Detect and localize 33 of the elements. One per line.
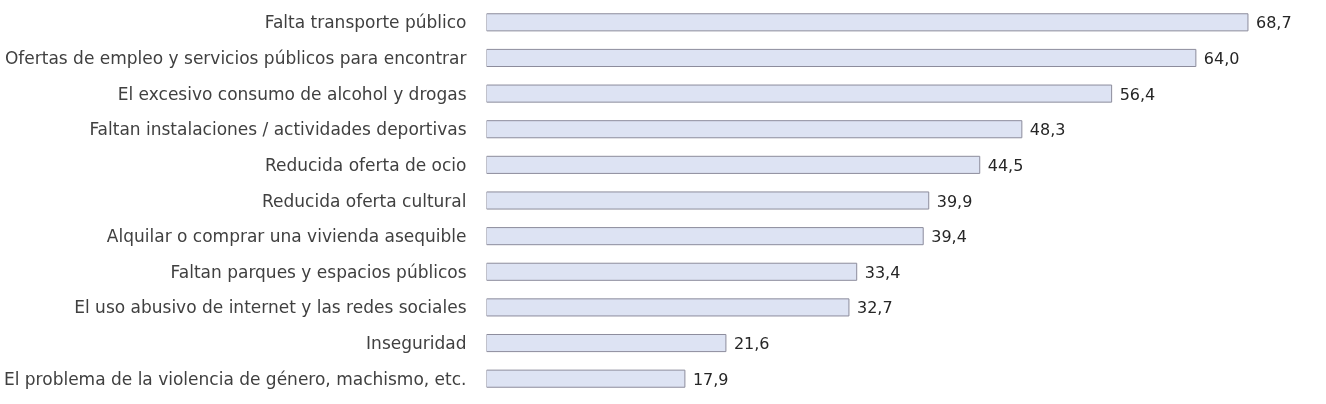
y-tick-label: Ofertas de empleo y servicios públicos para encontrar — [4, 47, 467, 68]
data-label: 39,9 — [936, 191, 973, 211]
bar — [486, 191, 930, 210]
data-label: 21,6 — [733, 334, 770, 354]
data-label: 48,3 — [1029, 120, 1066, 140]
data-label: 44,5 — [987, 155, 1024, 175]
y-tick-label: Faltan parques y espacios públicos — [170, 261, 467, 282]
y-tick-label: Reducida oferta cultural — [262, 190, 467, 211]
data-label: 56,4 — [1119, 84, 1156, 104]
y-tick-label: Falta transporte público — [264, 12, 467, 33]
y-tick-label: El excesivo consumo de alcohol y drogas — [117, 83, 467, 104]
bar — [486, 369, 686, 388]
bar — [486, 13, 1249, 32]
y-tick-label: Faltan instalaciones / actividades deportivas — [89, 119, 467, 140]
y-tick-label: Reducida oferta de ocio — [264, 154, 467, 175]
bar — [486, 227, 924, 246]
data-label: 64,0 — [1203, 48, 1240, 68]
y-tick-label: El problema de la violencia de género, machismo, etc. — [3, 368, 467, 389]
data-label: 68,7 — [1255, 13, 1292, 33]
data-label: 39,4 — [931, 227, 967, 247]
bar — [486, 48, 1197, 68]
bar — [486, 155, 981, 174]
bar — [486, 262, 858, 281]
y-tick-label: Inseguridad — [366, 333, 467, 354]
bar — [486, 120, 1023, 139]
data-label: 17,9 — [692, 369, 729, 389]
y-tick-label: Alquilar o comprar una vivienda asequible — [106, 226, 467, 247]
y-tick-label: El uso abusivo de internet y las redes sociales — [74, 297, 467, 318]
data-label: 32,7 — [856, 298, 893, 318]
bar — [486, 298, 850, 317]
bar — [486, 333, 727, 353]
data-label: 33,4 — [864, 262, 901, 282]
bar — [486, 84, 1113, 103]
